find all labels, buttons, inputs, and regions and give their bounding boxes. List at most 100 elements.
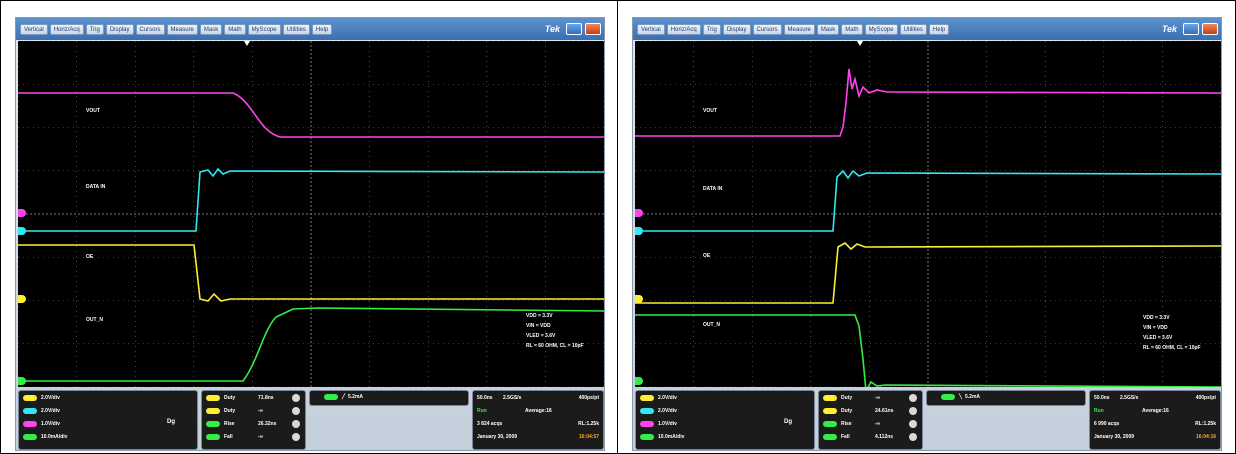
menu-vertical[interactable]: Vertical — [637, 23, 665, 35]
menu-math[interactable]: Math — [841, 23, 863, 35]
menu-myscope[interactable]: MyScope — [864, 23, 898, 35]
trigger-box[interactable]: ╱ 5.2mA — [309, 390, 469, 406]
waveform-display[interactable]: VOUT DATA IN OE OUT_N VDD = 3.3V VIN = V… — [635, 41, 1221, 387]
oe-trace — [635, 242, 1221, 304]
close-button[interactable] — [1202, 23, 1218, 35]
menu-horiz-acq[interactable]: Horiz/Acq — [666, 23, 701, 35]
data-in-trace — [635, 169, 1221, 232]
menu-cursors[interactable]: Cursors — [752, 23, 782, 35]
minimize-button[interactable] — [566, 23, 582, 35]
measurement-settings-icon[interactable] — [292, 420, 300, 428]
channel-ground-marker[interactable] — [635, 209, 643, 217]
brand-logo: Tek — [1161, 24, 1177, 34]
resolution: 400ps/pt — [578, 395, 599, 401]
brand-logo: Tek — [544, 24, 560, 34]
channel-ground-marker[interactable] — [18, 209, 26, 217]
measurement-value: -∞ — [875, 395, 881, 401]
timebase: 50.0ns — [477, 395, 493, 401]
ch3-badge — [640, 421, 654, 427]
trigger-source-badge — [941, 394, 955, 400]
menu-help[interactable]: Help — [311, 23, 333, 35]
measurement-row[interactable]: Fall — [823, 434, 850, 440]
measurement-settings-icon[interactable] — [909, 433, 917, 441]
waveform-canvas — [635, 41, 1221, 387]
menu-measure[interactable]: Measure — [783, 23, 815, 35]
channel-ground-marker[interactable] — [635, 227, 643, 235]
condition-vin: VIN = VDD — [526, 323, 551, 329]
ch3-scale-row[interactable]: 1.0V/div — [23, 421, 60, 427]
menu-math[interactable]: Math — [224, 23, 246, 35]
condition-vled: VLED = 3.6V — [526, 333, 556, 339]
trigger-box[interactable]: ╲ 5.2mA — [926, 390, 1086, 406]
out-n-trace — [635, 314, 1221, 387]
measurement-settings-icon[interactable] — [292, 407, 300, 415]
menu-horiz-acq[interactable]: Horiz/Acq — [49, 23, 84, 35]
trigger-row[interactable]: ╱ 5.2mA — [324, 394, 363, 400]
menu-display[interactable]: Display — [722, 23, 751, 35]
acquisition-box[interactable]: 50.0ns 2.5GS/s 400ps/pt Run Average:16 3… — [472, 390, 604, 450]
measurement-row[interactable]: Fall — [206, 434, 233, 440]
measurements-box[interactable]: Duty 71.8ns Duty -∞ Rise 26.32ns Fall -∞ — [201, 390, 306, 450]
minimize-button[interactable] — [1183, 23, 1199, 35]
menu-mask[interactable]: Mask — [816, 23, 840, 35]
channel-ground-marker[interactable] — [18, 295, 26, 303]
measurement-value: -∞ — [258, 434, 264, 440]
ch3-scale-row[interactable]: 1.0V/div — [640, 421, 677, 427]
ch4-scale-row[interactable]: 10.0mA/div — [23, 434, 67, 440]
ch4-scale-row[interactable]: 10.0mA/div — [640, 434, 684, 440]
meas-badge — [206, 408, 220, 414]
menu-help[interactable]: Help — [928, 23, 950, 35]
menu-utilities[interactable]: Utilities — [899, 23, 927, 35]
vout-trace — [635, 68, 1221, 137]
measurement-settings-icon[interactable] — [909, 407, 917, 415]
acq-mode: Average:16 — [1142, 408, 1169, 414]
ch2-scale-row[interactable]: 2.0V/div — [640, 408, 677, 414]
measurement-settings-icon[interactable] — [909, 420, 917, 428]
trigger-row[interactable]: ╲ 5.2mA — [941, 394, 980, 400]
meas-badge — [823, 395, 837, 401]
channel-scales-box[interactable]: 2.0V/div 2.0V/div 1.0V/div 10.0mA/div Dg — [18, 390, 198, 450]
meas-badge — [823, 421, 837, 427]
waveform-display[interactable]: VOUT DATA IN OE OUT_N VDD = 3.3V VIN = V… — [18, 41, 604, 387]
graticule — [635, 41, 1221, 387]
menu-mask[interactable]: Mask — [199, 23, 223, 35]
scope-capture-right: Vertical Horiz/Acq Trig Display Cursors … — [617, 0, 1236, 454]
menu-utilities[interactable]: Utilities — [282, 23, 310, 35]
channel-ground-marker[interactable] — [18, 377, 26, 385]
meas-badge — [206, 434, 220, 440]
trigger-position-marker[interactable] — [857, 41, 863, 46]
channel-ground-marker[interactable] — [18, 227, 26, 235]
out-n-trace — [18, 307, 604, 382]
menu-trig[interactable]: Trig — [85, 23, 104, 35]
condition-load: RL = 60 OHM, CL = 10pF — [1143, 345, 1201, 351]
measurement-settings-icon[interactable] — [909, 394, 917, 402]
menu-cursors[interactable]: Cursors — [135, 23, 165, 35]
trigger-position-marker[interactable] — [244, 41, 250, 46]
data-in-trace — [18, 167, 604, 232]
channel-ground-marker[interactable] — [635, 295, 643, 303]
menu-measure[interactable]: Measure — [166, 23, 198, 35]
measurement-row[interactable]: Duty — [823, 395, 852, 401]
measurement-settings-icon[interactable] — [292, 433, 300, 441]
ch1-scale-row[interactable]: 2.0V/div — [23, 395, 60, 401]
measurement-row[interactable]: Rise — [206, 421, 235, 427]
channel-scales-box[interactable]: 2.0V/div 2.0V/div 1.0V/div 10.0mA/div Dg — [635, 390, 815, 450]
condition-vin: VIN = VDD — [1143, 325, 1168, 331]
measurement-row[interactable]: Duty — [206, 395, 235, 401]
measurement-row[interactable]: Duty — [206, 408, 235, 414]
channel-ground-marker[interactable] — [635, 377, 643, 385]
menu-trig[interactable]: Trig — [702, 23, 721, 35]
digital-group-label: Dg — [167, 419, 175, 425]
menu-vertical[interactable]: Vertical — [20, 23, 48, 35]
menu-display[interactable]: Display — [105, 23, 134, 35]
close-button[interactable] — [585, 23, 601, 35]
menu-bar: Vertical Horiz/Acq Trig Display Cursors … — [633, 18, 1221, 40]
ch1-scale-row[interactable]: 2.0V/div — [640, 395, 677, 401]
measurement-row[interactable]: Rise — [823, 421, 852, 427]
measurement-row[interactable]: Duty — [823, 408, 852, 414]
measurement-settings-icon[interactable] — [292, 394, 300, 402]
ch2-scale-row[interactable]: 2.0V/div — [23, 408, 60, 414]
measurements-box[interactable]: Duty -∞ Duty 24.61ns Rise -∞ Fall 4.112n… — [818, 390, 923, 450]
menu-myscope[interactable]: MyScope — [247, 23, 281, 35]
acquisition-box[interactable]: 50.0ns 2.5GS/s 400ps/pt Run Average:16 6… — [1089, 390, 1221, 450]
